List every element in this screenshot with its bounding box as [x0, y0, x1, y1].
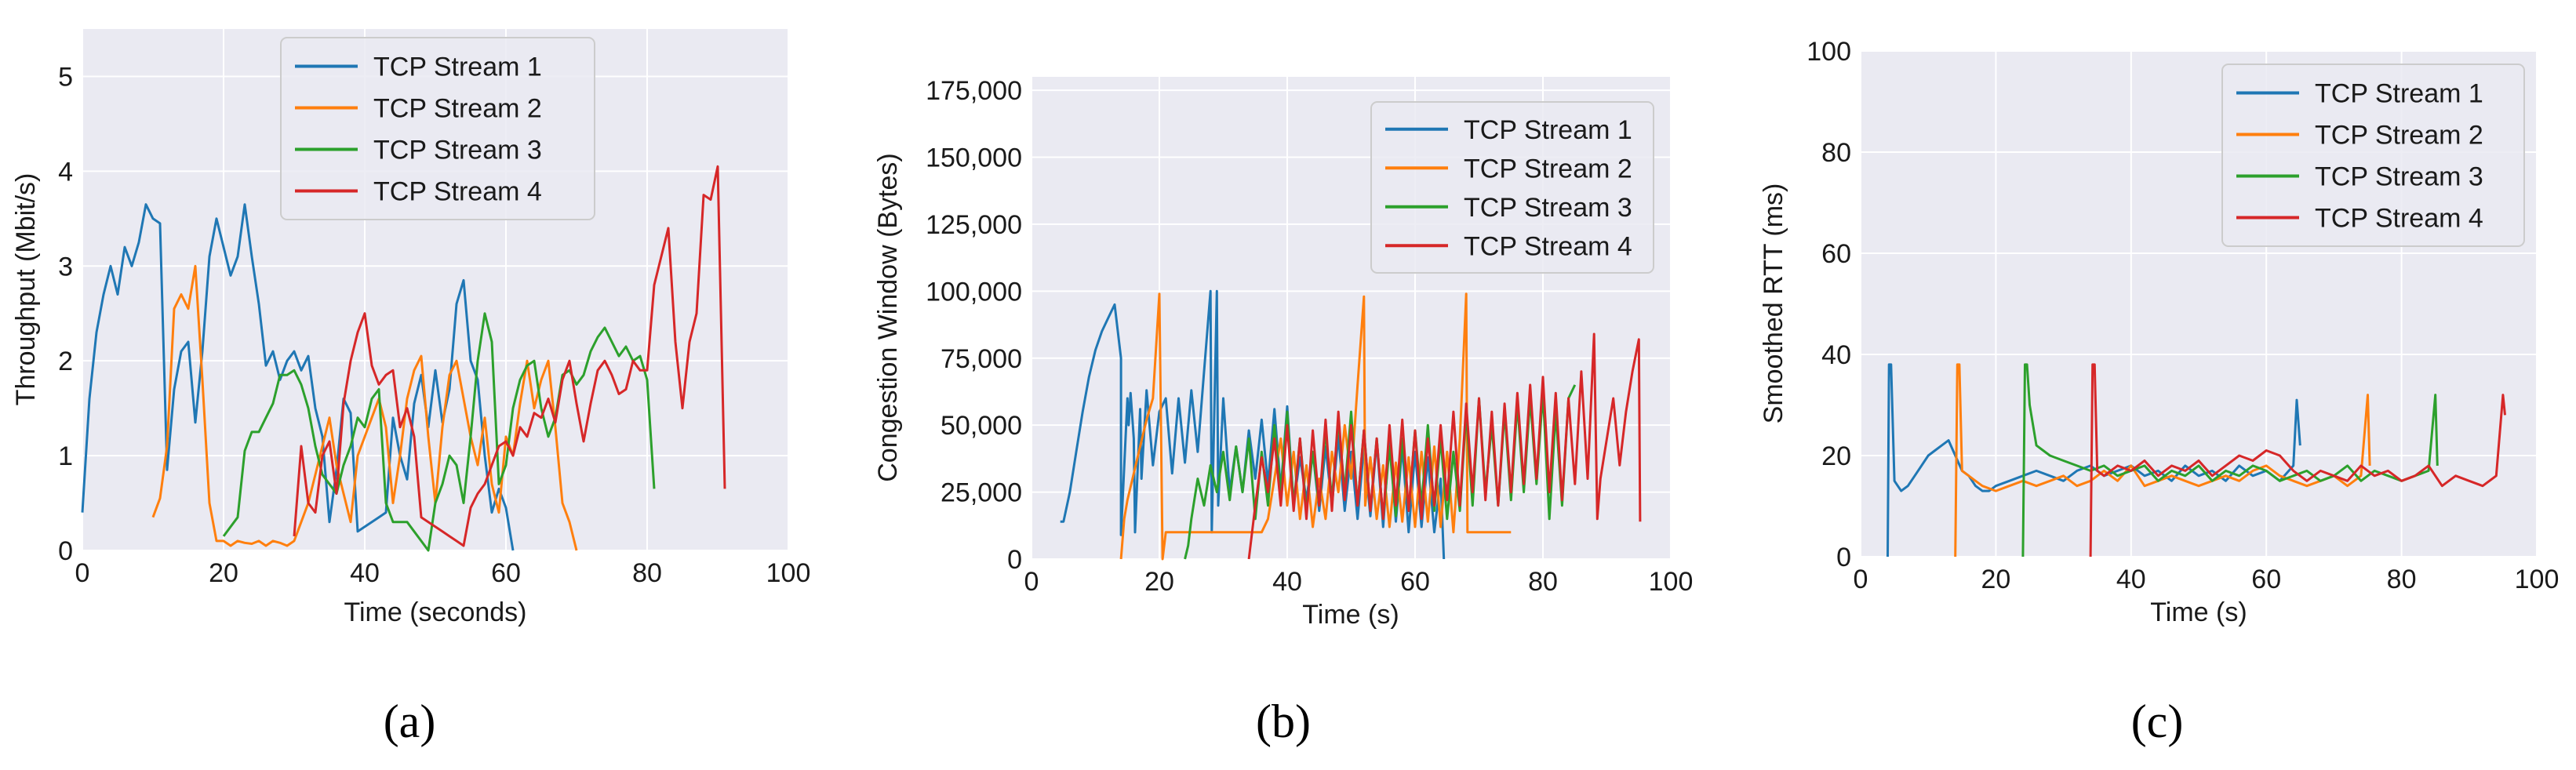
y-tick-label: 50,000 — [941, 411, 1022, 441]
series-group — [1887, 363, 2506, 558]
x-tick-label: 20 — [209, 558, 238, 588]
x-axis-label: Time (s) — [1302, 600, 1399, 630]
legend-label-stream-4: TCP Stream 4 — [373, 177, 542, 207]
y-tick-label: 0 — [1007, 545, 1022, 575]
x-tick-label: 60 — [491, 558, 521, 588]
x-tick-label: 80 — [1528, 567, 1558, 597]
series-line-stream-2 — [1119, 292, 1512, 561]
y-tick-label: 3 — [58, 252, 73, 281]
y-axis-label: Smoothed RTT (ms) — [1759, 183, 1788, 424]
y-tick-label: 100,000 — [926, 277, 1022, 307]
y-tick-label: 0 — [1836, 543, 1851, 572]
y-tick-label: 4 — [58, 157, 73, 187]
series-line-stream-2 — [1954, 363, 2371, 558]
y-tick-label: 25,000 — [941, 478, 1022, 508]
y-tick-label: 150,000 — [926, 143, 1022, 173]
y-tick-label: 1 — [58, 441, 73, 471]
y-tick-label: 2 — [58, 347, 73, 376]
legend-box — [280, 37, 595, 220]
legend-label-stream-1: TCP Stream 1 — [373, 53, 542, 82]
x-tick-label: 40 — [2116, 565, 2146, 594]
chart-c: 0 20 40 60 80 100 0 20 40 60 80 100 Time (s) Smoot… — [1759, 37, 2559, 747]
legend-label-stream-2: TCP Stream 2 — [2315, 121, 2483, 151]
y-tick-label: 20 — [1821, 441, 1851, 471]
series-line-stream-2 — [151, 264, 578, 551]
x-tick-label: 20 — [1144, 567, 1174, 597]
legend-label-stream-4: TCP Stream 4 — [1464, 231, 1632, 261]
y-tick-label: 40 — [1821, 340, 1851, 370]
y-axis-label: Throughput (Mbit/s) — [11, 173, 41, 406]
y-tick-labels: 0 1 2 3 4 5 — [58, 62, 73, 566]
x-axis-label: Time (seconds) — [344, 597, 526, 627]
legend-label-stream-2: TCP Stream 2 — [1464, 154, 1632, 183]
legend-label-stream-1: TCP Stream 1 — [2315, 79, 2483, 109]
legend-label-stream-3: TCP Stream 3 — [373, 136, 542, 165]
y-tick-label: 100 — [1806, 37, 1851, 67]
y-tick-label: 75,000 — [941, 344, 1022, 374]
y-tick-label: 125,000 — [926, 210, 1022, 240]
caption-a: (a) — [384, 696, 436, 747]
x-tick-label: 80 — [2387, 565, 2417, 594]
legend: TCP Stream 1 TCP Stream 2 TCP Stream 3 TCP … — [2221, 64, 2525, 247]
series-line-stream-4 — [2089, 363, 2506, 558]
x-tick-label: 60 — [1400, 567, 1430, 597]
x-tick-labels: 0 20 40 60 80 100 — [1854, 565, 2560, 594]
y-tick-label: 60 — [1821, 239, 1851, 269]
caption-b: (b) — [1256, 696, 1311, 747]
y-axis-label: Congestion Window (Bytes) — [873, 153, 903, 482]
x-tick-label: 100 — [766, 558, 811, 588]
chart-a: 0 20 40 60 80 100 0 1 2 3 4 5 Time (seconds) Throu… — [11, 29, 810, 747]
series-line-stream-4 — [293, 165, 726, 547]
series-line-stream-1 — [1887, 363, 2301, 558]
y-tick-labels: 0 20 40 60 80 100 — [1806, 37, 1851, 572]
legend-label-stream-3: TCP Stream 3 — [1464, 193, 1632, 223]
x-tick-labels: 0 20 40 60 80 100 — [75, 558, 811, 588]
y-tick-label: 0 — [58, 536, 73, 566]
chart-b: 0 20 40 60 80 100 0 25,000 50,000 75,000 100,000 1… — [873, 76, 1693, 747]
legend-box — [2221, 64, 2525, 247]
legend: TCP Stream 1 TCP Stream 2 TCP Stream 3 TCP … — [280, 37, 595, 220]
legend-box — [1370, 101, 1654, 274]
series-group — [81, 165, 726, 552]
series-group — [1060, 289, 1642, 561]
legend-label-stream-2: TCP Stream 2 — [373, 94, 542, 124]
x-tick-label: 0 — [1024, 567, 1039, 597]
x-tick-label: 60 — [2251, 565, 2281, 594]
legend-label-stream-4: TCP Stream 4 — [2315, 204, 2483, 234]
series-line-stream-4 — [1247, 332, 1642, 560]
x-tick-label: 80 — [632, 558, 662, 588]
x-tick-label: 100 — [1649, 567, 1694, 597]
x-tick-labels: 0 20 40 60 80 100 — [1024, 567, 1694, 597]
x-tick-label: 20 — [1981, 565, 2010, 594]
x-axis-label: Time (s) — [2150, 597, 2247, 627]
legend-label-stream-1: TCP Stream 1 — [1464, 115, 1632, 145]
series-line-stream-3 — [2021, 363, 2439, 558]
legend: TCP Stream 1 TCP Stream 2 TCP Stream 3 TCP … — [1370, 101, 1654, 274]
y-tick-labels: 0 25,000 50,000 75,000 100,000 125,000 150,000… — [926, 76, 1022, 575]
x-tick-label: 40 — [1272, 567, 1302, 597]
x-tick-label: 40 — [350, 558, 380, 588]
x-tick-label: 0 — [75, 558, 90, 588]
series-line-stream-3 — [222, 312, 656, 552]
caption-c: (c) — [2131, 696, 2184, 747]
y-tick-label: 80 — [1821, 138, 1851, 168]
y-tick-label: 175,000 — [926, 76, 1022, 106]
series-line-stream-1 — [81, 203, 515, 551]
y-tick-label: 5 — [58, 62, 73, 92]
legend-label-stream-3: TCP Stream 3 — [2315, 162, 2483, 192]
x-tick-label: 100 — [2515, 565, 2560, 594]
x-tick-label: 0 — [1854, 565, 1868, 594]
